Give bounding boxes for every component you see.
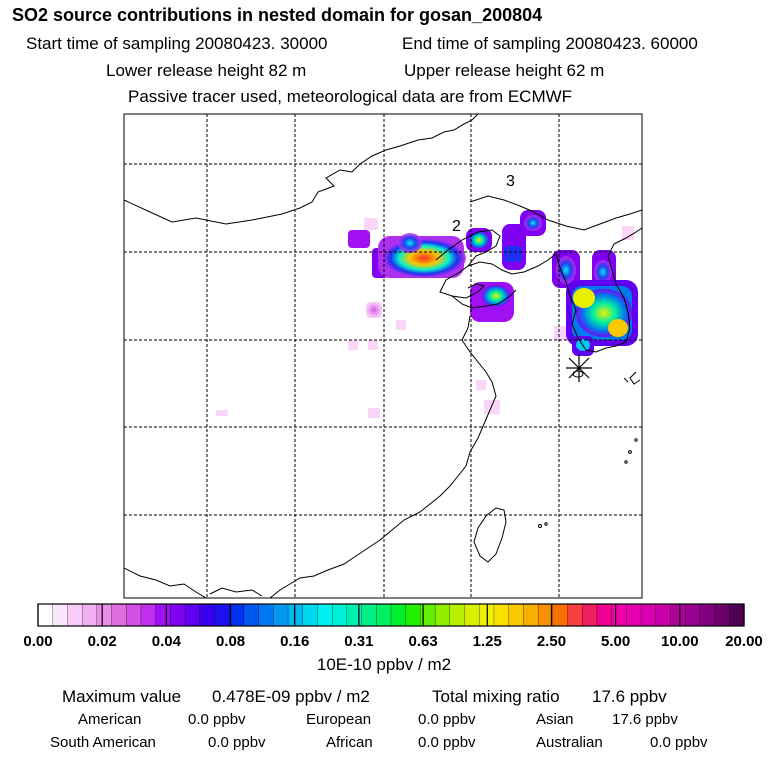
colorbar-cell xyxy=(229,603,245,627)
colorbar-cell xyxy=(567,603,583,627)
colorbar-cell xyxy=(302,603,319,627)
colorbar-tick-labels: 0.00 0.02 0.04 0.08 0.16 0.31 0.63 1.25 2.50 5.00… xyxy=(23,633,762,650)
colorbar-cell xyxy=(552,603,569,627)
colorbar-cell xyxy=(508,603,524,627)
colorbar-cell xyxy=(523,603,539,627)
colorbar-cell xyxy=(243,603,260,627)
lat-lon-grid xyxy=(124,114,642,598)
receptor-star-marker xyxy=(566,354,592,382)
colorbar-tick-label: 0.08 xyxy=(216,633,245,650)
map-panel: 2 3 xyxy=(123,113,643,599)
colorbar-tick-label: 0.63 xyxy=(408,633,437,650)
colorbar-cell xyxy=(361,603,377,627)
colorbar: 0.00 0.02 0.04 0.08 0.16 0.31 0.63 1.25 2.50 5.00… xyxy=(23,603,763,650)
colorbar-major-ticks xyxy=(37,604,745,626)
colorbar-tick-label: 2.50 xyxy=(537,633,566,650)
colorbar-cells xyxy=(37,603,745,627)
colorbar-cell xyxy=(405,603,421,627)
colorbar-cell xyxy=(126,603,142,627)
colorbar-cell xyxy=(317,603,333,627)
colorbar-cell xyxy=(111,603,127,627)
map-frame xyxy=(123,113,643,599)
australian-label: Australian xyxy=(536,734,603,751)
american-value: 0.0 ppbv xyxy=(188,711,246,728)
region-label-3: 3 xyxy=(506,173,515,190)
colorbar-cell xyxy=(346,603,363,627)
colorbar-cell xyxy=(390,603,407,627)
plume-layer xyxy=(216,210,638,418)
upper-release-height: Upper release height 62 m xyxy=(404,61,605,80)
african-value: 0.0 ppbv xyxy=(418,734,476,751)
colorbar-tick-label: 1.25 xyxy=(473,633,502,650)
colorbar-cell xyxy=(611,603,627,627)
colorbar-cell xyxy=(729,603,745,627)
colorbar-cell xyxy=(287,603,304,627)
start-time-label: Start time of sampling 20080423. 30000 xyxy=(26,34,328,53)
colorbar-cell xyxy=(37,603,54,627)
colorbar-cell xyxy=(434,603,451,627)
asian-label: Asian xyxy=(536,711,574,728)
coastlines xyxy=(124,114,642,598)
max-value-label: Maximum value xyxy=(62,687,182,706)
australian-value: 0.0 ppbv xyxy=(650,734,708,751)
max-value: 0.478E-09 ppbv / m2 xyxy=(212,687,370,706)
european-label: European xyxy=(306,711,372,728)
colorbar-cell xyxy=(258,603,274,627)
colorbar-cell xyxy=(449,603,466,627)
colorbar-cell xyxy=(640,603,657,627)
south-american-label: South American xyxy=(50,734,156,751)
colorbar-cell xyxy=(376,603,392,627)
colorbar-cell xyxy=(464,603,480,627)
colorbar-cell xyxy=(170,603,186,627)
south-american-value: 0.0 ppbv xyxy=(208,734,266,751)
european-value: 0.0 ppbv xyxy=(418,711,476,728)
colorbar-cell xyxy=(332,603,348,627)
end-time-label: End time of sampling 20080423. 60000 xyxy=(402,34,698,53)
colorbar-cell xyxy=(582,603,598,627)
colorbar-tick-label: 20.00 xyxy=(725,633,763,650)
colorbar-unit: 10E-10 ppbv / m2 xyxy=(316,655,452,674)
asian-value: 17.6 ppbv xyxy=(612,711,678,728)
colorbar-cell xyxy=(81,603,98,627)
lower-release-height: Lower release height 82 m xyxy=(106,61,307,80)
tracer-note: Passive tracer used, meteorological data… xyxy=(128,87,573,106)
colorbar-cell xyxy=(155,603,171,627)
colorbar-tick-label: 0.00 xyxy=(23,633,52,650)
faint-contribution-areas xyxy=(216,218,634,418)
colorbar-cell xyxy=(655,603,672,627)
colorbar-cell xyxy=(493,603,510,627)
colorbar-cell xyxy=(685,603,701,627)
colorbar-tick-label: 0.04 xyxy=(152,633,182,650)
total-mixing-value: 17.6 ppbv xyxy=(592,687,667,706)
colorbar-cell xyxy=(273,603,289,627)
colorbar-cell xyxy=(199,603,216,627)
colorbar-tick-label: 0.02 xyxy=(88,633,117,650)
colorbar-cell xyxy=(714,603,730,627)
colorbar-cell xyxy=(670,603,686,627)
colorbar-cell xyxy=(67,603,83,627)
colorbar-cell xyxy=(140,603,157,627)
region-label-2: 2 xyxy=(452,218,461,235)
american-label: American xyxy=(78,711,142,728)
plot-title: SO2 source contributions in nested domai… xyxy=(12,5,543,25)
colorbar-cell xyxy=(96,603,113,627)
colorbar-tick-label: 5.00 xyxy=(601,633,630,650)
colorbar-cell xyxy=(52,603,68,627)
african-label: African xyxy=(326,734,373,751)
colorbar-cell xyxy=(596,603,613,627)
colorbar-cell xyxy=(214,603,230,627)
colorbar-tick-label: 10.00 xyxy=(661,633,699,650)
colorbar-cell xyxy=(699,603,716,627)
colorbar-tick-label: 0.16 xyxy=(280,633,309,650)
china-source-plume xyxy=(348,210,546,322)
colorbar-cell xyxy=(184,603,201,627)
korea-source-plume xyxy=(552,250,638,356)
colorbar-tick-label: 0.31 xyxy=(344,633,373,650)
total-mixing-label: Total mixing ratio xyxy=(432,687,560,706)
colorbar-cell xyxy=(626,603,642,627)
